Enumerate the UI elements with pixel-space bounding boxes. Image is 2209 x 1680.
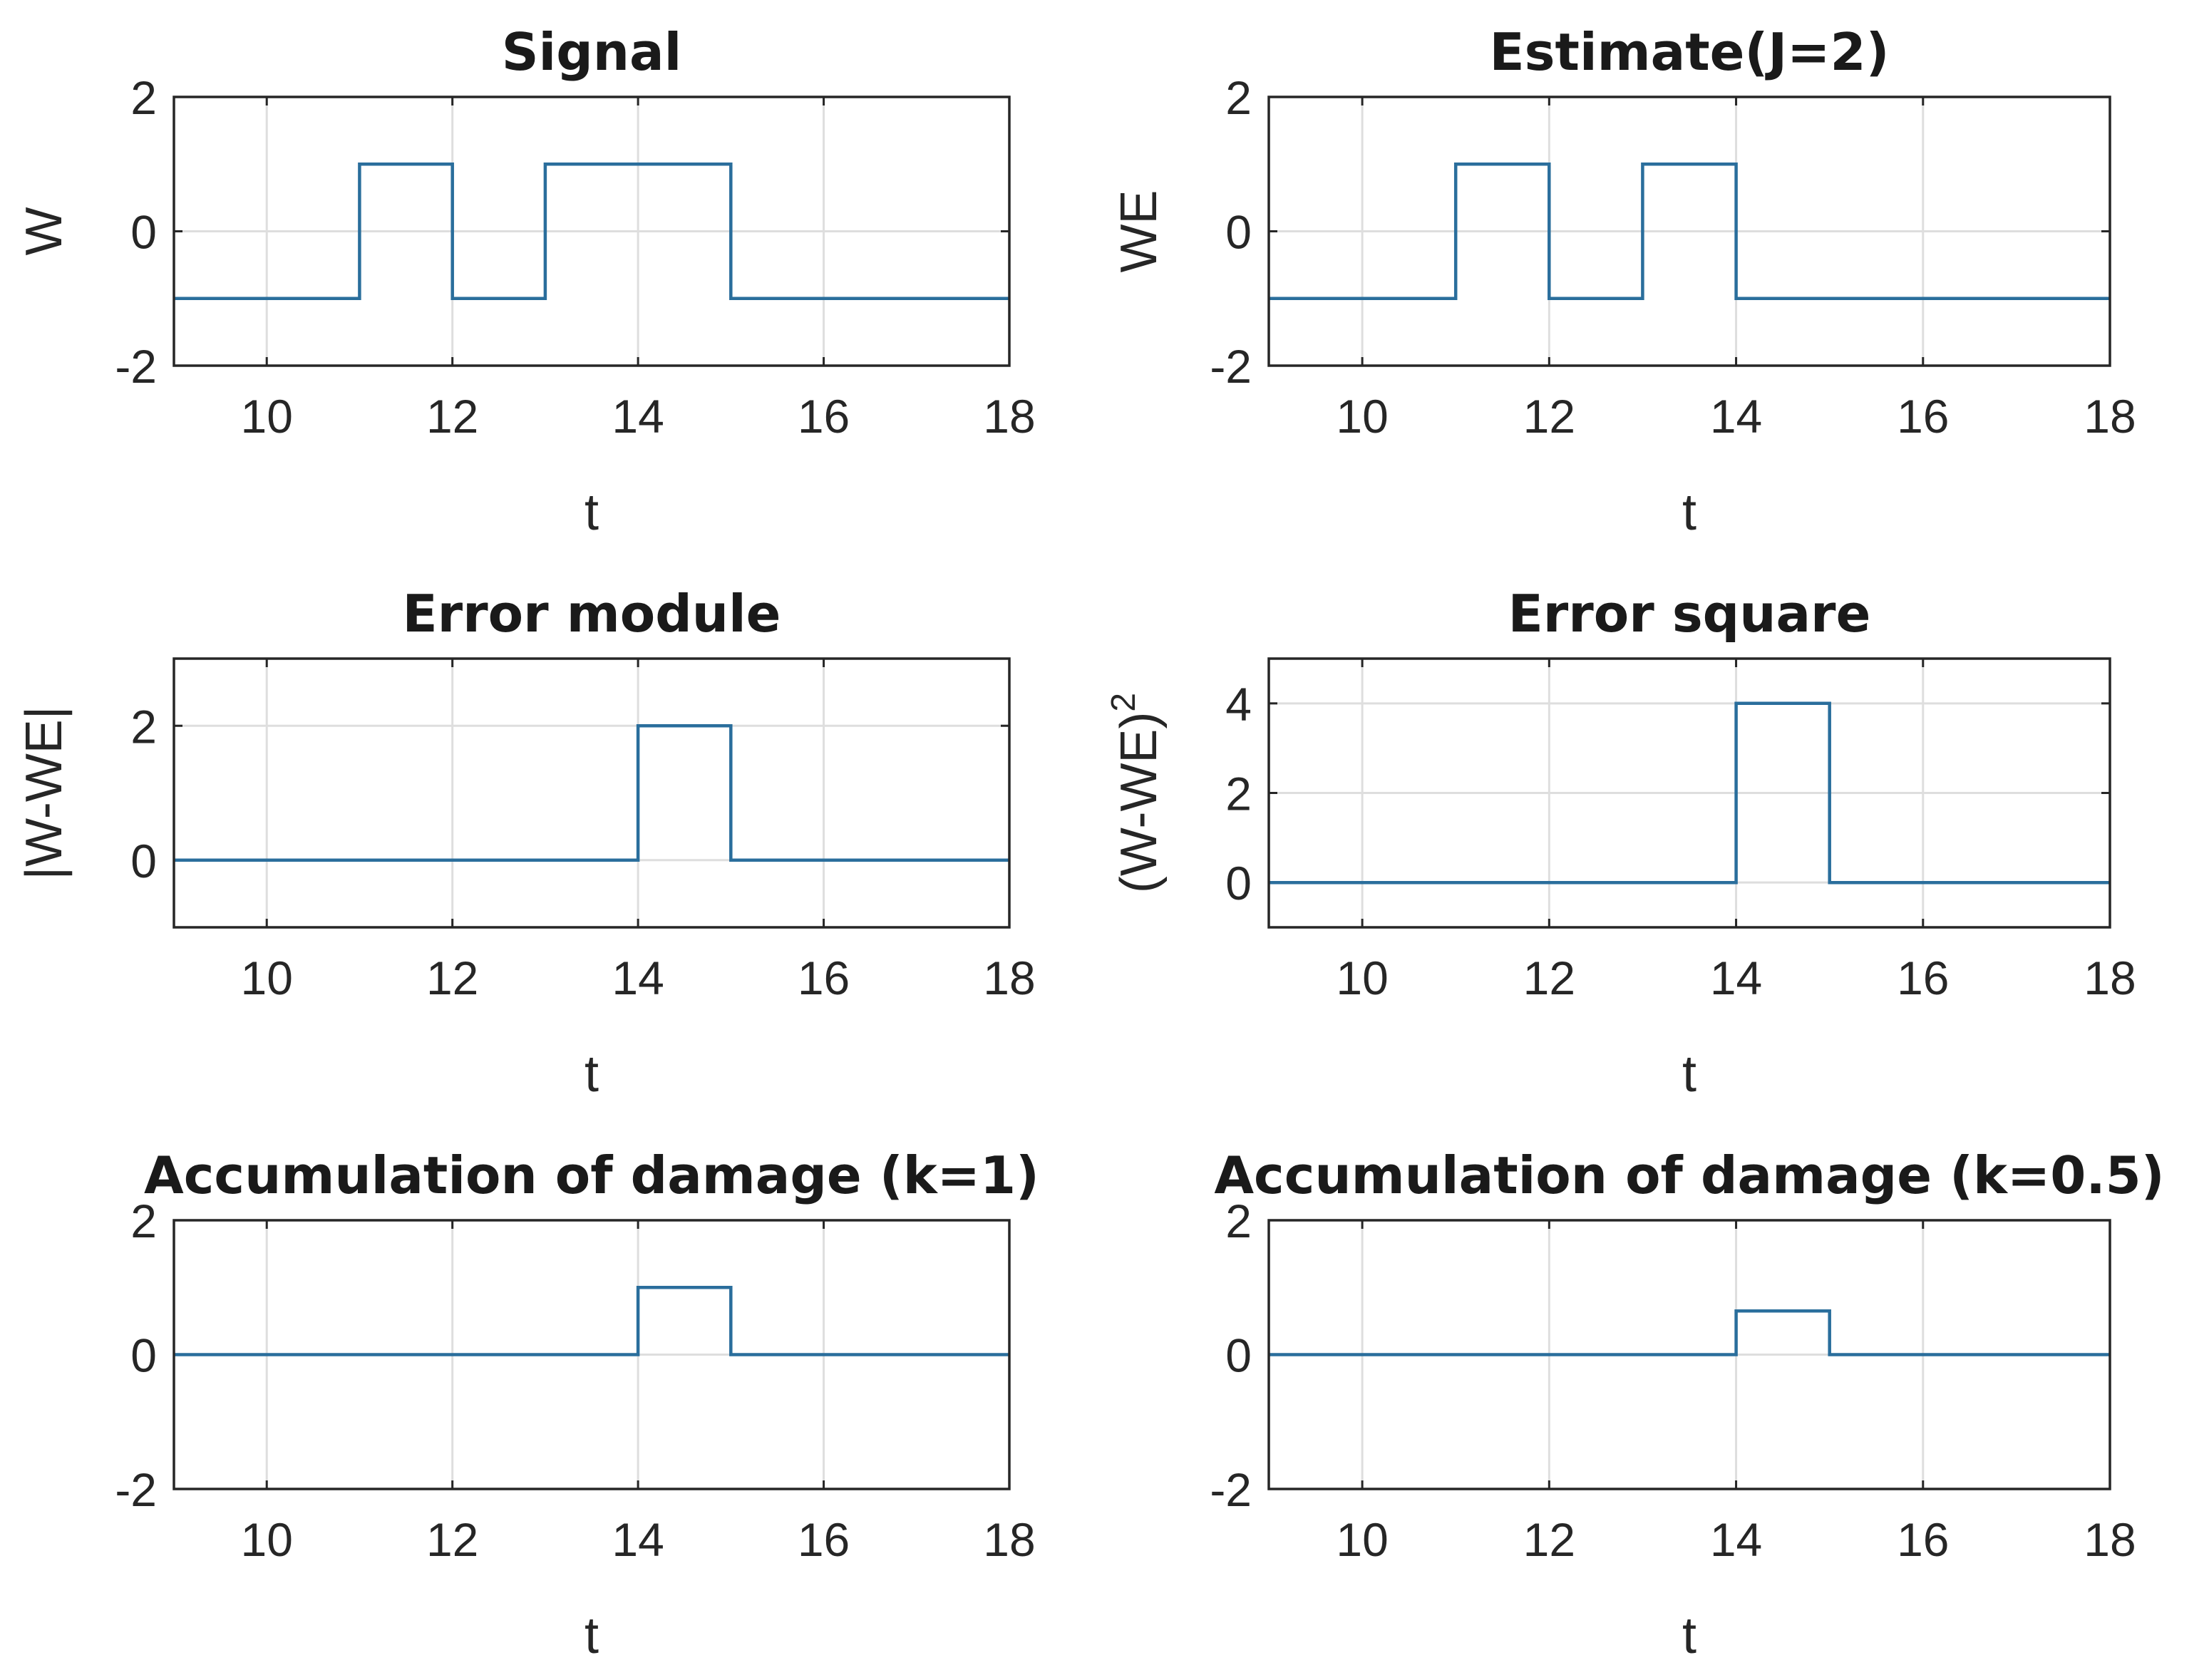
x-tick-label: 18 [983, 1513, 1035, 1566]
series-line [174, 724, 1009, 862]
y-tick-label: -2 [115, 340, 157, 393]
y-axis-label: WE [1111, 190, 1168, 273]
x-tick-label: 18 [2084, 1513, 2136, 1566]
x-tick-label: 12 [426, 390, 478, 443]
x-tick-label: 12 [1523, 390, 1575, 443]
x-tick-label: 10 [241, 952, 293, 1004]
y-tick-label: 4 [1225, 678, 1252, 731]
x-tick-label: 16 [1897, 1513, 1949, 1566]
chart-panel-4: 10 12 14 16 18 0 2 4 Error square t (W-WE)2 [1105, 584, 2136, 1103]
x-tick-label: 14 [1710, 952, 1762, 1004]
chart-panel-3: 10 12 14 16 18 0 2 Error module t |W-WE| [16, 584, 1036, 1103]
y-tick-label: 0 [1225, 206, 1252, 259]
y-tick-label: 2 [130, 71, 157, 124]
series-line [174, 163, 1009, 301]
axes-frame [1267, 96, 2111, 367]
x-tick-label: 14 [612, 1513, 664, 1566]
chart-title: Signal [502, 22, 682, 82]
plot-area [174, 659, 1009, 927]
chart-title: Accumulation of damage (k=0.5) [1214, 1145, 2164, 1205]
x-tick-label: 10 [1336, 1513, 1388, 1566]
x-tick-label: 14 [1710, 1513, 1762, 1566]
x-tick-label: 18 [983, 390, 1035, 443]
series-line [1269, 701, 2110, 885]
x-tick-label: 14 [612, 390, 664, 443]
series-line [174, 1286, 1009, 1356]
y-tick-label: 2 [1225, 768, 1252, 820]
chart-title: Error square [1508, 584, 1871, 644]
x-tick-label: 18 [983, 952, 1035, 1004]
y-tick-label: 2 [130, 1195, 157, 1247]
x-tick-label: 16 [1897, 952, 1949, 1004]
y-tick-label: -2 [1210, 340, 1252, 393]
y-tick-label: 0 [130, 206, 157, 259]
y-tick-label: 0 [1225, 857, 1252, 909]
chart-panel-2: 10 12 14 16 18 -2 0 2 Estimate(J=2) t WE [1111, 22, 2136, 541]
y-tick-label: 0 [1225, 1329, 1252, 1382]
chart-panel-1: 10 12 14 16 18 -2 0 2 Signal t W [16, 22, 1036, 541]
x-tick-label: 18 [2084, 390, 2136, 443]
x-tick-label: 16 [798, 952, 850, 1004]
x-tick-label: 16 [798, 390, 850, 443]
axes-frame [1267, 1219, 2111, 1490]
axes-frame [173, 96, 1011, 367]
x-tick-label: 12 [1523, 1513, 1575, 1566]
x-tick-label: 10 [1336, 390, 1388, 443]
chart-title: Accumulation of damage (k=1) [144, 1145, 1039, 1205]
y-axis-label: |W-WE| [16, 706, 73, 880]
series-line [1269, 1309, 2110, 1356]
x-axis-label: t [585, 1607, 599, 1664]
x-tick-label: 16 [1897, 390, 1949, 443]
x-tick-label: 14 [612, 952, 664, 1004]
axes-frame [1267, 657, 2111, 929]
axes-frame [173, 657, 1011, 929]
x-tick-label: 10 [241, 390, 293, 443]
y-tick-label: -2 [1210, 1463, 1252, 1516]
x-tick-label: 12 [426, 1513, 478, 1566]
x-tick-label: 12 [426, 952, 478, 1004]
y-axis-label: (W-WE)2 [1105, 693, 1168, 893]
series-line [1269, 163, 2110, 301]
x-axis-label: t [1682, 1046, 1696, 1103]
y-tick-label: 0 [130, 1329, 157, 1382]
y-tick-label: 2 [130, 700, 157, 753]
x-tick-label: 10 [241, 1513, 293, 1566]
x-tick-label: 18 [2084, 952, 2136, 1004]
axes-frame [173, 1219, 1011, 1490]
x-axis-label: t [585, 1046, 599, 1103]
chart-title: Estimate(J=2) [1489, 22, 1889, 82]
chart-title: Error module [402, 584, 781, 644]
y-tick-label: 2 [1225, 1195, 1252, 1247]
x-tick-label: 16 [798, 1513, 850, 1566]
y-axis-label-superscript: 2 [1105, 693, 1143, 712]
y-tick-label: -2 [115, 1463, 157, 1516]
x-axis-label: t [585, 484, 599, 541]
x-tick-label: 12 [1523, 952, 1575, 1004]
x-tick-label: 10 [1336, 952, 1388, 1004]
y-tick-label: 0 [130, 835, 157, 887]
x-axis-label: t [1682, 1607, 1696, 1664]
x-tick-label: 14 [1710, 390, 1762, 443]
y-axis-label: W [16, 207, 73, 255]
x-axis-label: t [1682, 484, 1696, 541]
y-tick-label: 2 [1225, 71, 1252, 124]
